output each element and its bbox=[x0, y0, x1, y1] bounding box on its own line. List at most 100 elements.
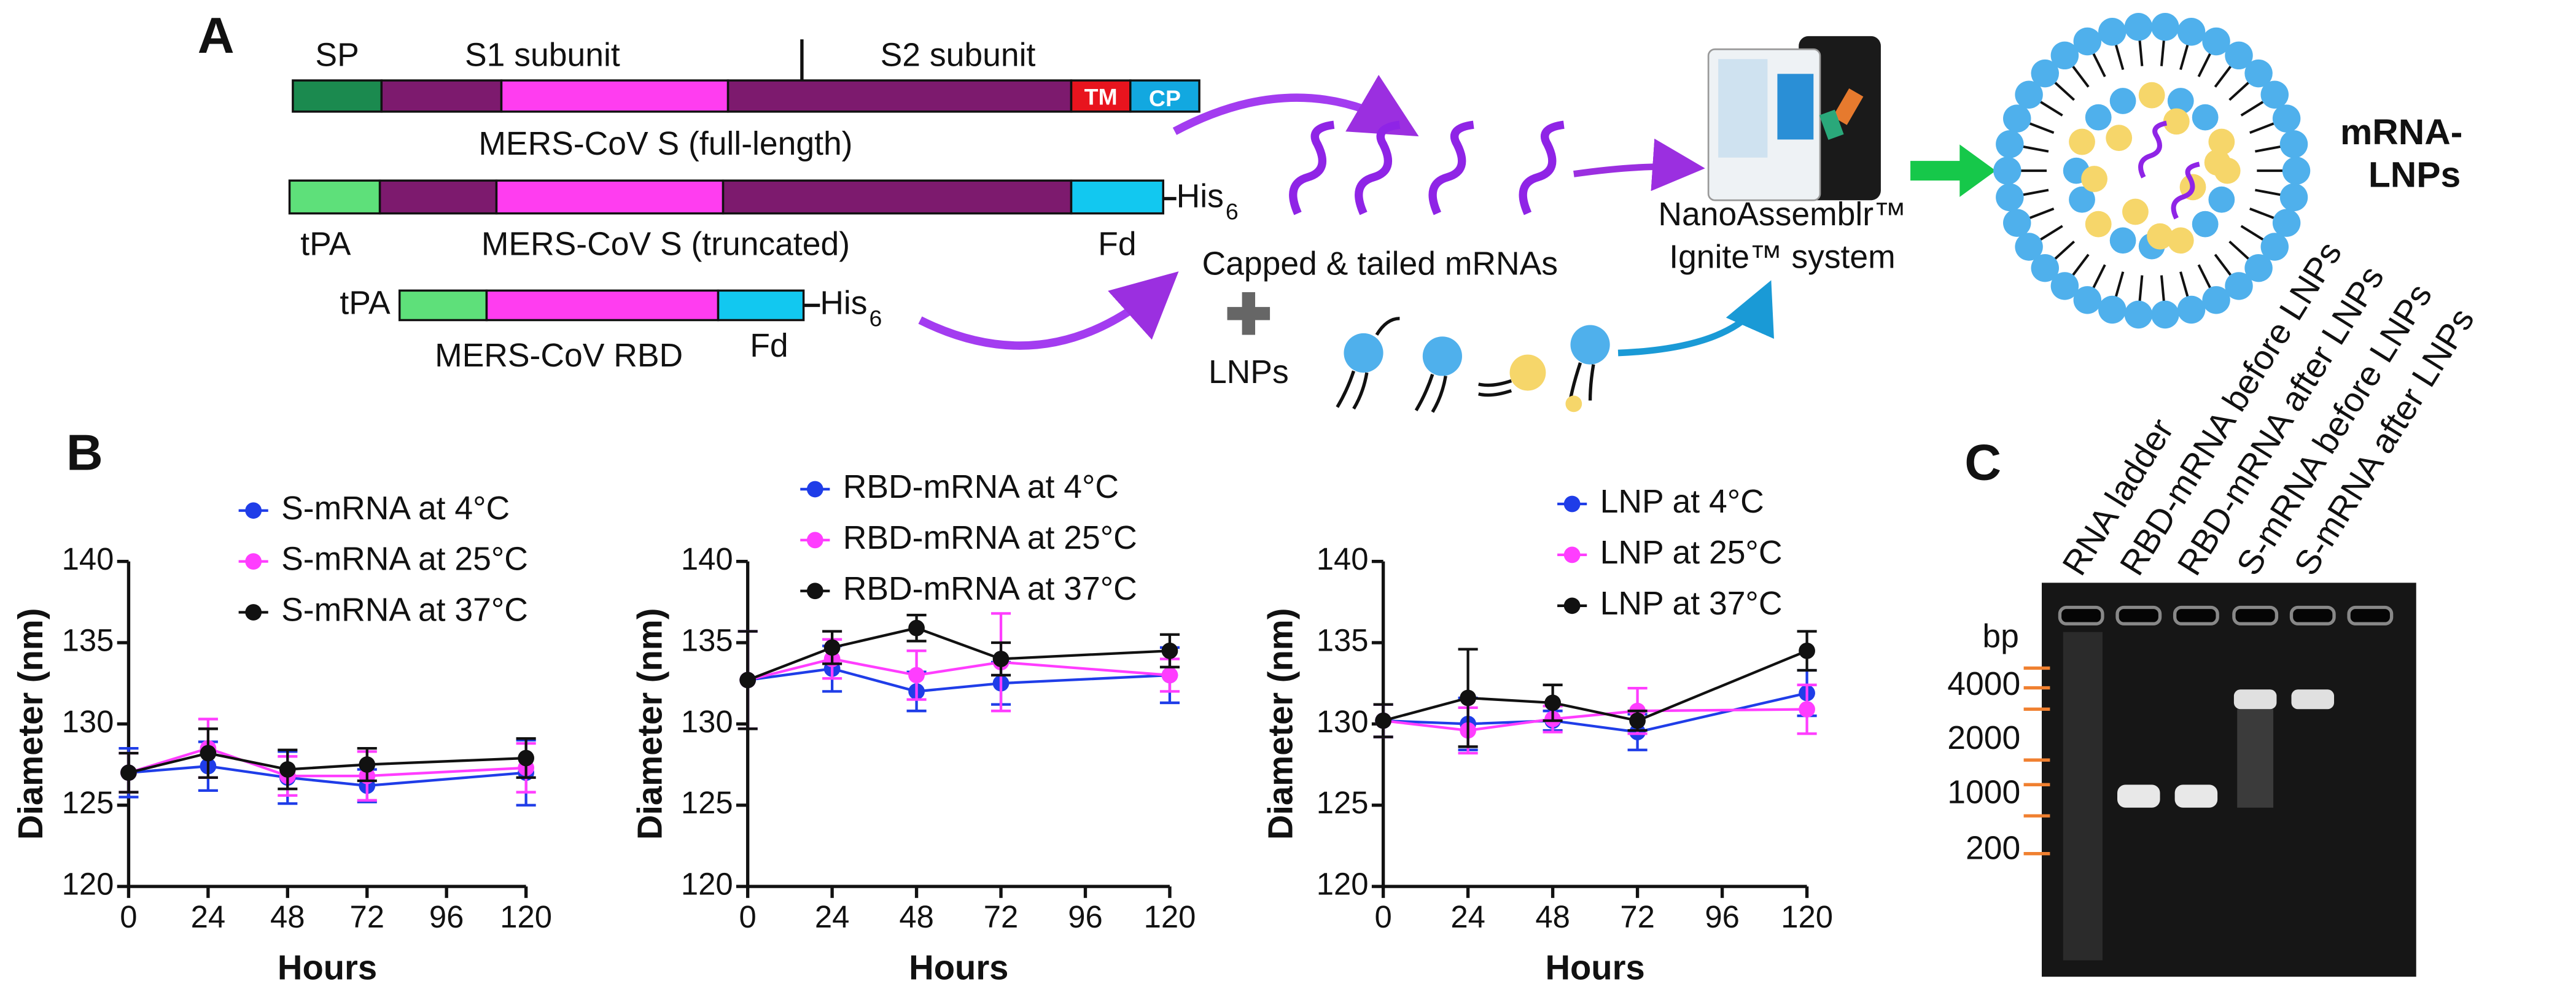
arrow bbox=[1910, 144, 1996, 197]
data-point bbox=[120, 764, 137, 781]
y-tick-label: 125 bbox=[1317, 785, 1369, 820]
data-point bbox=[1375, 712, 1391, 729]
domain-label: S2 subunit bbox=[881, 37, 1036, 74]
data-point bbox=[908, 619, 925, 637]
lipid-head bbox=[2167, 227, 2194, 254]
y-tick-label: 140 bbox=[62, 541, 114, 576]
unit-label: bp bbox=[1982, 618, 2018, 654]
lipid-head bbox=[2260, 233, 2289, 261]
x-tick-label: 72 bbox=[349, 899, 384, 934]
y-tick-label: 135 bbox=[1317, 622, 1369, 657]
lipid-tail bbox=[2214, 65, 2232, 88]
lipid-head bbox=[2225, 41, 2253, 70]
x-tick-label: 0 bbox=[120, 899, 137, 934]
panel-label: C bbox=[1964, 433, 2001, 490]
lipid-head bbox=[2031, 59, 2059, 88]
lipid-tail bbox=[2053, 240, 2076, 260]
lipid-tail bbox=[2092, 52, 2106, 77]
lipid-head bbox=[2202, 27, 2230, 56]
x-tick-label: 24 bbox=[815, 899, 850, 934]
y-axis-label: Diameter (nm) bbox=[11, 608, 50, 840]
domain-label: S1 subunit bbox=[465, 37, 620, 74]
lipid-head bbox=[2098, 295, 2127, 324]
x-tick-label: 96 bbox=[1705, 899, 1740, 934]
legend-label: S-mRNA at 4°C bbox=[281, 490, 510, 527]
product-label: mRNA- bbox=[2340, 112, 2462, 152]
lipid-tail bbox=[2022, 145, 2049, 153]
lipid-head bbox=[2272, 209, 2301, 237]
lipid-head bbox=[2163, 108, 2190, 135]
y-tick-label: 130 bbox=[62, 704, 114, 739]
lipid-tail bbox=[2197, 264, 2212, 289]
data-point bbox=[1161, 667, 1178, 684]
legend-label: LNP at 4°C bbox=[1600, 484, 1764, 520]
lipid-head bbox=[2177, 18, 2206, 46]
lipid-head bbox=[2208, 186, 2235, 213]
lipid-head bbox=[2015, 233, 2043, 261]
lipid-tail bbox=[2214, 254, 2232, 277]
data-point bbox=[1799, 701, 1815, 718]
lipid-tail bbox=[2179, 271, 2189, 298]
lipid-head bbox=[2109, 88, 2136, 114]
lnp-icon bbox=[1993, 13, 2311, 329]
lipid-head bbox=[2151, 13, 2179, 41]
x-tick-label: 48 bbox=[270, 899, 305, 934]
ladder-label: 4000 bbox=[1947, 666, 2020, 702]
domain-label: TM bbox=[1084, 83, 1118, 109]
y-tick-label: 130 bbox=[681, 704, 733, 739]
x-axis-label: Hours bbox=[278, 948, 377, 986]
lipid-head bbox=[2279, 130, 2308, 158]
series-line bbox=[747, 667, 1170, 693]
arrow bbox=[1617, 280, 1774, 357]
lipid-tail bbox=[2179, 44, 2189, 71]
lipid-head bbox=[2073, 27, 2102, 56]
lipid-head bbox=[1996, 130, 2024, 158]
step-label: Capped & tailed mRNAs bbox=[1202, 246, 1558, 282]
x-tick-label: 24 bbox=[191, 899, 226, 934]
legend-swatch bbox=[245, 502, 262, 519]
lipid-head bbox=[2124, 13, 2153, 41]
data-point bbox=[739, 672, 757, 689]
legend-swatch bbox=[806, 481, 823, 498]
mrna bbox=[2138, 120, 2168, 179]
data-point bbox=[1460, 689, 1476, 707]
lipid-tail bbox=[2022, 188, 2049, 196]
lipid-tail bbox=[2240, 100, 2265, 117]
lipid-head bbox=[2003, 209, 2031, 237]
device-icon bbox=[1707, 36, 1881, 201]
legend-swatch bbox=[245, 604, 262, 621]
legend-label: S-mRNA at 25°C bbox=[281, 541, 528, 578]
panel-label: A bbox=[198, 7, 235, 64]
x-tick-label: 96 bbox=[1068, 899, 1103, 934]
ladder-label: 200 bbox=[1966, 830, 2020, 866]
data-point bbox=[1799, 642, 1815, 659]
construct-label: MERS-CoV RBD bbox=[435, 338, 683, 374]
lipid-tail bbox=[2255, 145, 2281, 153]
arrow bbox=[918, 271, 1179, 350]
step-label: NanoAssemblr™ bbox=[1658, 196, 1906, 233]
ladder-ticks bbox=[2023, 666, 2050, 856]
lipid-head bbox=[2204, 149, 2231, 176]
legend-label: RBD-mRNA at 4°C bbox=[843, 469, 1119, 505]
lipid-head bbox=[2138, 82, 2165, 109]
lipid-head bbox=[2192, 211, 2219, 238]
data-point bbox=[992, 651, 1010, 667]
x-tick-label: 48 bbox=[899, 899, 934, 934]
lipid-head bbox=[2279, 183, 2308, 212]
lipid-tail bbox=[2255, 188, 2281, 196]
lipid-icons bbox=[1336, 317, 1610, 413]
x-tick-label: 120 bbox=[1781, 899, 1833, 934]
x-tick-label: 72 bbox=[984, 899, 1019, 934]
y-tick-label: 140 bbox=[681, 541, 733, 576]
y-tick-label: 135 bbox=[62, 622, 114, 657]
construct-rbd bbox=[398, 289, 820, 322]
lipid-tail bbox=[2071, 65, 2090, 88]
legend-swatch bbox=[806, 532, 823, 549]
data-point bbox=[908, 667, 925, 684]
domain-label: CP bbox=[1149, 85, 1181, 111]
lipid-head bbox=[2122, 198, 2149, 225]
lipid-head bbox=[2106, 125, 2133, 152]
lipid-head bbox=[2073, 286, 2102, 314]
charts: 120 125 130 135 140 0 24 48 72 96 120 Diameter (nm)… bbox=[11, 469, 1833, 986]
